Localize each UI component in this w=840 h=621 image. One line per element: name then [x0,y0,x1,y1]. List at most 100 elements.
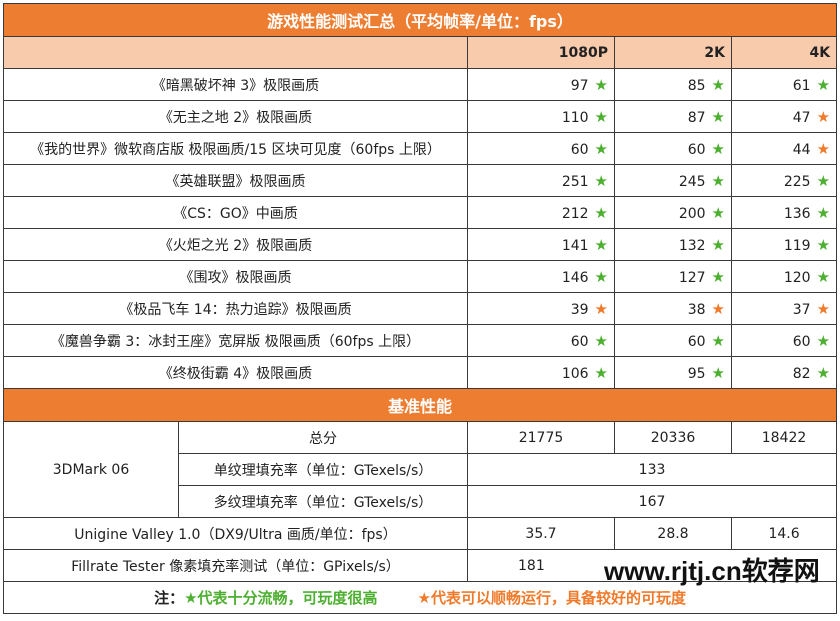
green-star-icon: ★ [594,267,608,286]
table-row: 《极品飞车 14：热力追踪》极限画质 39 ★ 38 ★ 37 ★ [3,292,838,325]
bench-name: 3DMark 06 [3,421,179,518]
fps-value: 61 [792,77,811,94]
fps-value: 110 [561,109,589,126]
score-cell: 20336 [614,421,732,454]
metric-label: 单纹理填充率（单位：GTexels/s） [178,453,468,486]
table-title: 游戏性能测试汇总（平均帧率/单位：fps） [2,3,838,37]
score-cell: 181 [466,549,838,582]
fps-value: 95 [687,365,706,382]
fps-cell: 200 ★ [614,196,732,229]
fps-cell: 37 ★ [730,292,838,325]
fps-value: 60 [570,333,589,350]
green-star-icon: ★ [711,235,725,254]
fps-cell: 47 ★ [730,100,838,133]
green-star-icon: ★ [594,139,608,158]
fps-cell: 60 ★ [614,324,732,357]
game-name: 《围攻》极限画质 [3,260,468,293]
green-star-icon: ★ [711,171,725,190]
score-cell: 133 [466,453,838,486]
fps-value: 106 [561,365,589,382]
fps-value: 60 [687,333,706,350]
fps-value: 136 [783,205,811,222]
score-cell: 167 [466,485,838,518]
fps-value: 132 [678,237,706,254]
fps-cell: 141 ★ [467,228,615,261]
green-star-icon: ★ [816,363,831,382]
green-star-icon: ★ [816,171,831,190]
green-star-icon: ★ [816,331,831,350]
section-title: 基准性能 [2,388,838,422]
green-star-icon: ★ [711,331,725,350]
benchmark-table: 游戏性能测试汇总（平均帧率/单位：fps） 1080P 2K 4K 《暗黑破坏神… [2,3,838,614]
green-star-icon: ★ [711,267,725,286]
table-row: 3DMark 06 总分 21775 20336 18422 [3,421,838,518]
fps-cell: 44 ★ [730,132,838,165]
bench-name: Fillrate Tester 像素填充率测试（单位：GPixels/s） [3,549,468,582]
fps-cell: 245 ★ [614,164,732,197]
green-star-icon: ★ [711,75,725,94]
green-star-icon: ★ [594,171,608,190]
fps-value: 120 [783,269,811,286]
fps-cell: 110 ★ [467,100,615,133]
fps-cell: 120 ★ [730,260,838,293]
table-row: 《魔兽争霸 3：冰封王座》宽屏版 极限画质（60fps 上限） 60 ★ 60 ★ 60 ★ [3,324,838,357]
orange-star-icon: ★ [816,299,831,318]
fps-cell: 251 ★ [467,164,615,197]
fps-value: 60 [792,333,811,350]
score-cell: 21775 [467,421,615,454]
metric-label: 总分 [178,421,468,454]
header-1080p: 1080P [467,36,615,69]
note-prefix: 注： [154,589,185,607]
column-header-row: 1080P 2K 4K [3,36,838,69]
score-cell: 28.8 [614,517,732,550]
green-star-icon: ★ [816,75,831,94]
fps-cell: 87 ★ [614,100,732,133]
fps-value: 44 [792,141,811,158]
fps-cell: 95 ★ [614,356,732,389]
green-star-icon: ★ [594,107,608,126]
table-row: 《无主之地 2》极限画质 110 ★ 87 ★ 47 ★ [3,100,838,133]
table-row: Fillrate Tester 像素填充率测试（单位：GPixels/s） 181 [3,549,838,582]
fps-value: 85 [687,77,706,94]
table-row: Unigine Valley 1.0（DX9/Ultra 画质/单位：fps） 3… [3,517,838,550]
green-star-icon: ★ [711,107,725,126]
fps-cell: 146 ★ [467,260,615,293]
score-cell: 35.7 [467,517,615,550]
table-row: 《火炬之光 2》极限画质 141 ★ 132 ★ 119 ★ [3,228,838,261]
score-cell: 18422 [730,421,838,454]
green-star-icon: ★ [594,331,608,350]
fps-value: 119 [783,237,811,254]
fps-value: 200 [678,205,706,222]
orange-star-icon: ★ [816,107,831,126]
orange-star-icon: ★ [816,139,831,158]
green-star-icon: ★ [594,363,608,382]
fps-cell: 38 ★ [614,292,732,325]
watermark: www.rjtj.cn软荐网 [604,556,820,586]
fps-value: 38 [687,301,706,318]
fps-value: 146 [561,269,589,286]
fps-cell: 132 ★ [614,228,732,261]
fps-cell: 225 ★ [730,164,838,197]
fps-cell: 127 ★ [614,260,732,293]
table-row: 多纹理填充率（单位：GTexels/s） 167 [4,485,838,518]
header-2k: 2K [614,36,732,69]
fps-cell: 136 ★ [730,196,838,229]
fps-cell: 60 ★ [614,132,732,165]
note-row: 注：★代表十分流畅，可玩度很高 ★代表可以顺畅运行，具备较好的可玩度 [2,581,838,614]
fps-value: 37 [792,301,811,318]
table-row: 单纹理填充率（单位：GTexels/s） 133 [4,453,838,486]
game-name: 《魔兽争霸 3：冰封王座》宽屏版 极限画质（60fps 上限） [3,324,468,357]
game-name: 《CS：GO》中画质 [3,196,468,229]
header-4k: 4K [730,36,838,69]
green-star-icon: ★ [711,363,725,382]
fps-cell: 85 ★ [614,68,732,101]
game-name: 《英雄联盟》极限画质 [3,164,468,197]
green-star-icon: ★ [594,235,608,254]
fps-value: 97 [570,77,589,94]
table-row: 《CS：GO》中画质 212 ★ 200 ★ 136 ★ [3,196,838,229]
fps-value: 47 [792,109,811,126]
fps-cell: 106 ★ [467,356,615,389]
fps-value: 127 [678,269,706,286]
table-row: 《围攻》极限画质 146 ★ 127 ★ 120 ★ [3,260,838,293]
